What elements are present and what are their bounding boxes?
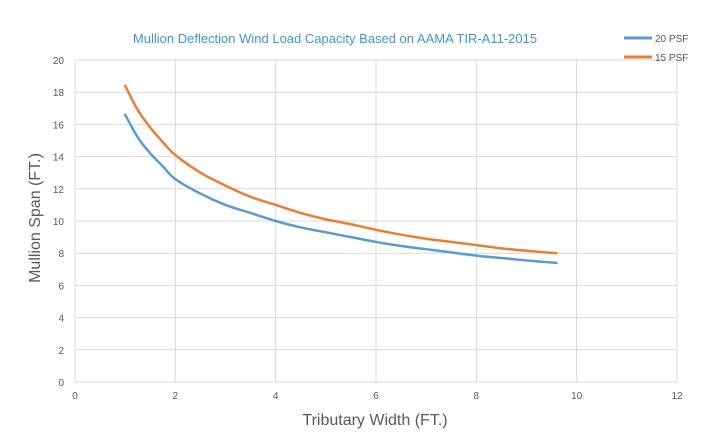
x-tick-label: 10 bbox=[571, 391, 583, 402]
x-axis-title: Tributary Width (FT.) bbox=[302, 412, 447, 429]
series-line-20-psf bbox=[123, 113, 558, 265]
y-tick-label: 12 bbox=[53, 185, 65, 196]
x-tick-label: 8 bbox=[474, 391, 480, 402]
x-tick-label: 4 bbox=[273, 391, 279, 402]
x-tick-label: 2 bbox=[173, 391, 179, 402]
y-tick-label: 14 bbox=[53, 153, 65, 164]
y-tick-label: 4 bbox=[58, 314, 64, 325]
y-tick-label: 2 bbox=[58, 346, 64, 357]
legend-label-15-psf: 15 PSF bbox=[655, 53, 688, 64]
legend-item-15-psf: 15 PSF bbox=[624, 53, 688, 64]
y-axis-title: Mullion Span (FT.) bbox=[27, 153, 44, 283]
x-tick-label: 12 bbox=[671, 391, 683, 402]
x-tick-label: 6 bbox=[373, 391, 379, 402]
series-line-15-psf bbox=[123, 84, 558, 255]
y-tick-label: 6 bbox=[58, 281, 64, 292]
y-tick-label: 20 bbox=[53, 56, 65, 67]
tick-labels: 0 2 4 6 8 10 12 14 16 18 20 0 2 4 6 8 10 12 bbox=[53, 56, 683, 402]
grid-lines bbox=[74, 59, 678, 383]
x-tick-label: 0 bbox=[72, 391, 78, 402]
y-tick-label: 16 bbox=[53, 120, 65, 131]
series-lines bbox=[123, 84, 558, 265]
chart-title: Mullion Deflection Wind Load Capacity Ba… bbox=[133, 31, 537, 46]
y-tick-label: 0 bbox=[58, 378, 64, 389]
legend: 20 PSF 15 PSF bbox=[624, 34, 688, 64]
legend-label-20-psf: 20 PSF bbox=[655, 34, 688, 45]
y-tick-label: 8 bbox=[58, 249, 64, 260]
legend-item-20-psf: 20 PSF bbox=[624, 34, 688, 45]
y-tick-label: 10 bbox=[53, 217, 65, 228]
y-tick-label: 18 bbox=[53, 88, 65, 99]
